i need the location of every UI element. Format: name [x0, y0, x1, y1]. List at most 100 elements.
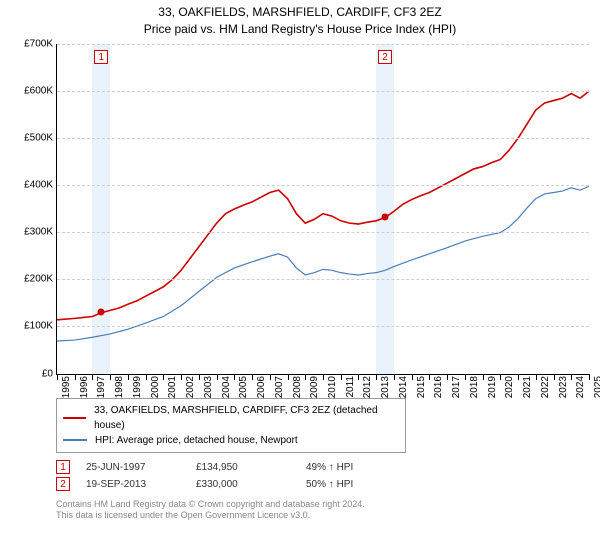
x-axis-label: 2003	[203, 376, 214, 398]
series-line	[57, 91, 589, 320]
x-axis-label: 1995	[61, 376, 72, 398]
x-axis-label: 2018	[469, 376, 480, 398]
x-tick	[305, 374, 306, 380]
gridline	[57, 44, 589, 45]
gridline	[57, 279, 589, 280]
chart-area: £0£100K£200K£300K£400K£500K£600K£700K199…	[8, 44, 592, 394]
x-tick	[199, 374, 200, 380]
x-tick	[217, 374, 218, 380]
transaction-marker: 2	[56, 477, 70, 491]
x-tick	[181, 374, 182, 380]
x-axis-label: 2005	[238, 376, 249, 398]
transaction-price: £330,000	[196, 476, 306, 493]
y-axis-label: £500K	[9, 132, 53, 143]
footer-line1: Contains HM Land Registry data © Crown c…	[56, 499, 592, 511]
x-tick	[589, 374, 590, 380]
marker-dot	[382, 214, 389, 221]
x-tick	[358, 374, 359, 380]
x-axis-label: 2011	[345, 376, 356, 398]
y-axis-label: £700K	[9, 38, 53, 49]
x-tick	[571, 374, 572, 380]
x-tick	[447, 374, 448, 380]
transaction-date: 25-JUN-1997	[86, 459, 196, 476]
x-axis-label: 2001	[167, 376, 178, 398]
x-tick	[57, 374, 58, 380]
x-tick	[110, 374, 111, 380]
x-axis-label: 2017	[451, 376, 462, 398]
x-tick	[518, 374, 519, 380]
x-tick	[270, 374, 271, 380]
x-axis-label: 2024	[575, 376, 586, 398]
x-tick	[163, 374, 164, 380]
x-axis-label: 2010	[327, 376, 338, 398]
x-tick	[341, 374, 342, 380]
transaction-pct: 50% ↑ HPI	[306, 476, 396, 493]
y-axis-label: £100K	[9, 321, 53, 332]
x-tick	[252, 374, 253, 380]
x-tick	[234, 374, 235, 380]
legend-label: HPI: Average price, detached house, Newp…	[95, 433, 298, 448]
x-axis-label: 1997	[96, 376, 107, 398]
x-tick	[394, 374, 395, 380]
x-axis-label: 2020	[504, 376, 515, 398]
x-axis-label: 1996	[79, 376, 90, 398]
x-tick	[465, 374, 466, 380]
transaction-row: 1 25-JUN-1997£134,95049% ↑ HPI	[56, 459, 592, 476]
transactions-table: 1 25-JUN-1997£134,95049% ↑ HPI 2 19-SEP-201…	[56, 459, 592, 493]
title-address: 33, OAKFIELDS, MARSHFIELD, CARDIFF, CF3 …	[8, 4, 592, 21]
x-axis-label: 2022	[540, 376, 551, 398]
x-axis-label: 2019	[487, 376, 498, 398]
legend-swatch	[63, 439, 87, 441]
x-axis-label: 2015	[416, 376, 427, 398]
transaction-marker: 1	[56, 460, 70, 474]
y-axis-label: £400K	[9, 180, 53, 191]
x-tick	[323, 374, 324, 380]
y-axis-label: £0	[9, 368, 53, 379]
legend: 33, OAKFIELDS, MARSHFIELD, CARDIFF, CF3 …	[56, 398, 406, 453]
transaction-pct: 49% ↑ HPI	[306, 459, 396, 476]
title-subtitle: Price paid vs. HM Land Registry's House …	[8, 21, 592, 38]
y-axis-label: £300K	[9, 227, 53, 238]
transaction-row: 2 19-SEP-2013£330,00050% ↑ HPI	[56, 476, 592, 493]
x-axis-label: 2012	[362, 376, 373, 398]
x-axis-label: 2004	[221, 376, 232, 398]
x-axis-label: 2002	[185, 376, 196, 398]
legend-label: 33, OAKFIELDS, MARSHFIELD, CARDIFF, CF3 …	[94, 403, 399, 433]
x-axis-label: 2007	[274, 376, 285, 398]
x-axis-label: 2014	[398, 376, 409, 398]
gridline	[57, 91, 589, 92]
x-axis-label: 2016	[433, 376, 444, 398]
legend-item: HPI: Average price, detached house, Newp…	[63, 433, 399, 448]
x-tick	[554, 374, 555, 380]
x-tick	[376, 374, 377, 380]
marker-dot	[98, 309, 105, 316]
gridline	[57, 326, 589, 327]
x-axis-label: 2023	[558, 376, 569, 398]
chart-lines	[57, 44, 589, 374]
series-line	[57, 186, 589, 341]
marker-box: 1	[94, 50, 108, 64]
x-axis-label: 2000	[150, 376, 161, 398]
x-tick	[92, 374, 93, 380]
transaction-price: £134,950	[196, 459, 306, 476]
gridline	[57, 138, 589, 139]
legend-swatch	[63, 417, 86, 419]
x-tick	[536, 374, 537, 380]
y-axis-label: £600K	[9, 85, 53, 96]
x-tick	[500, 374, 501, 380]
marker-box: 2	[378, 50, 392, 64]
footer: Contains HM Land Registry data © Crown c…	[56, 499, 592, 522]
x-axis-label: 2021	[522, 376, 533, 398]
footer-line2: This data is licensed under the Open Gov…	[56, 510, 592, 522]
x-tick	[288, 374, 289, 380]
gridline	[57, 185, 589, 186]
legend-item: 33, OAKFIELDS, MARSHFIELD, CARDIFF, CF3 …	[63, 403, 399, 433]
plot: £0£100K£200K£300K£400K£500K£600K£700K199…	[56, 44, 589, 375]
gridline	[57, 232, 589, 233]
x-axis-label: 2013	[380, 376, 391, 398]
x-tick	[483, 374, 484, 380]
transaction-date: 19-SEP-2013	[86, 476, 196, 493]
x-axis-label: 2009	[309, 376, 320, 398]
y-axis-label: £200K	[9, 274, 53, 285]
x-tick	[128, 374, 129, 380]
